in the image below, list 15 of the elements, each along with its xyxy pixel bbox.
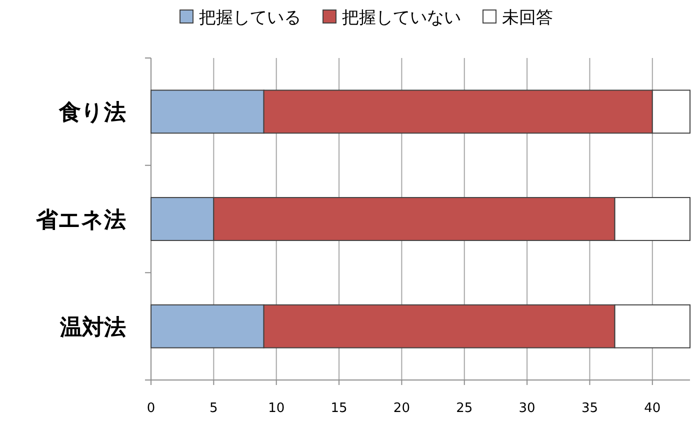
x-tick-label: 0	[146, 401, 156, 416]
x-tick-label: 15	[330, 401, 348, 416]
x-tick-label: 35	[581, 401, 598, 416]
x-tick-label: 25	[456, 401, 473, 416]
x-tick-label: 40	[644, 401, 661, 416]
y-tick-label: 省エネ法	[35, 208, 126, 233]
y-tick-label: 温対法	[59, 314, 126, 340]
x-tick-label: 5	[210, 401, 218, 416]
legend-label: 未回答	[502, 8, 553, 28]
x-tick-label: 30	[518, 401, 536, 416]
legend-label: 把握している	[199, 8, 301, 28]
y-tick-label: 食り法	[58, 100, 126, 126]
legend-label: 把握していない	[342, 8, 461, 28]
x-tick-label: 20	[393, 401, 410, 416]
x-tick-label: 10	[268, 401, 285, 416]
